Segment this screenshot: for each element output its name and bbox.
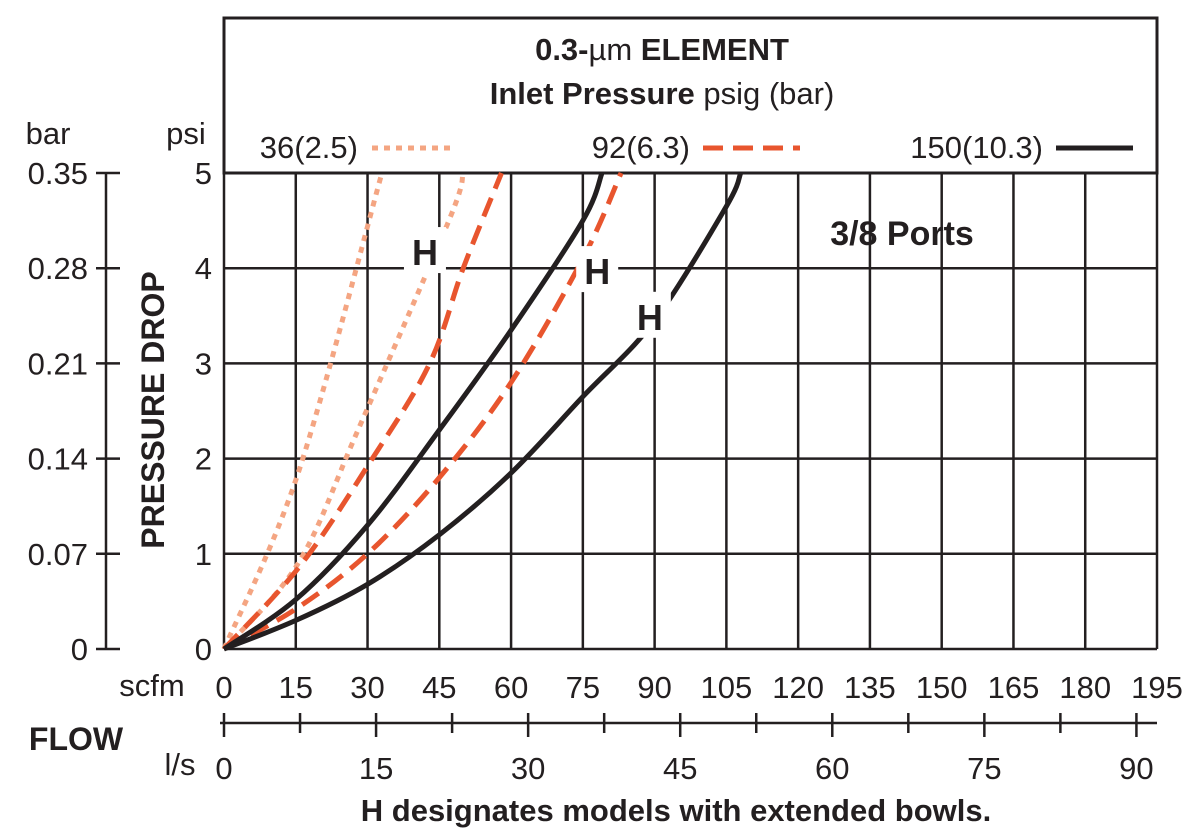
legend-label: 92(6.3) bbox=[592, 130, 690, 165]
series-line-92-6-3--H bbox=[222, 171, 624, 652]
psi-tick-label: 2 bbox=[195, 442, 212, 477]
ls-tick-label: 30 bbox=[511, 751, 545, 786]
h-marker-bg bbox=[576, 246, 619, 293]
scfm-tick-label: 15 bbox=[279, 670, 313, 705]
title-suffix: ELEMENT bbox=[632, 32, 789, 67]
series-line-150-10-3--H bbox=[223, 172, 744, 652]
scfm-tick-label: 135 bbox=[844, 670, 896, 705]
ls-tick-label: 0 bbox=[215, 751, 232, 786]
scfm-tick-label: 165 bbox=[988, 670, 1040, 705]
bar-tick-label: 0.21 bbox=[28, 346, 88, 381]
h-marker-label: H bbox=[412, 232, 438, 273]
h-marker-label: H bbox=[584, 251, 610, 292]
x-unit-scfm: scfm bbox=[119, 668, 184, 703]
series-line-36-2-5--standard bbox=[221, 172, 385, 650]
psi-tick-label: 1 bbox=[195, 537, 212, 572]
series-line-150-10-3--standard bbox=[222, 172, 605, 652]
ls-tick-label: 75 bbox=[967, 751, 1001, 786]
legend-label: 150(10.3) bbox=[910, 130, 1043, 165]
bar-tick-label: 0.07 bbox=[28, 537, 88, 572]
series-group bbox=[221, 171, 744, 652]
ls-tick-label: 15 bbox=[359, 751, 393, 786]
psi-tick-label: 5 bbox=[195, 156, 212, 191]
scfm-tick-label: 150 bbox=[916, 670, 968, 705]
ls-tick-label: 60 bbox=[815, 751, 849, 786]
footnote: H designates models with extended bowls. bbox=[361, 793, 991, 828]
axes: 0 00.07 10.14 20.21 30.28 40.35 50 15 30 45 60 75 90… bbox=[28, 156, 1183, 786]
psi-tick-label: 4 bbox=[195, 251, 212, 286]
h-marker-bg bbox=[628, 291, 671, 338]
ls-tick-label: 90 bbox=[1119, 751, 1153, 786]
bar-tick-label: 0.14 bbox=[28, 442, 88, 477]
svg-text:0.3-µm ELEMENT: 0.3-µm ELEMENT bbox=[535, 32, 789, 67]
legend-label: 36(2.5) bbox=[260, 130, 358, 165]
scfm-tick-label: 180 bbox=[1059, 670, 1111, 705]
title-unit: µm bbox=[589, 32, 633, 67]
scfm-tick-label: 60 bbox=[494, 670, 528, 705]
subtitle-bold: Inlet Pressure bbox=[490, 76, 695, 111]
series-line-92-6-3--standard bbox=[222, 172, 504, 651]
scfm-tick-label: 45 bbox=[422, 670, 456, 705]
scfm-tick-label: 0 bbox=[215, 670, 232, 705]
h-marker-bg bbox=[403, 227, 446, 274]
h-marker-label: H bbox=[637, 297, 663, 338]
scfm-tick-label: 90 bbox=[637, 670, 671, 705]
x-unit-ls: l/s bbox=[165, 747, 196, 782]
scfm-tick-label: 195 bbox=[1131, 670, 1183, 705]
legend: 36(2.5) 92(6.3) 150(10.3) bbox=[260, 130, 1133, 165]
chart-title: 0.3-µm ELEMENT Inlet Pressure psig (bar) bbox=[490, 32, 835, 111]
bar-tick-label: 0 bbox=[71, 632, 88, 667]
y-unit-bar: bar bbox=[26, 116, 71, 151]
scfm-tick-label: 30 bbox=[350, 670, 384, 705]
y-axis-label: PRESSURE DROP bbox=[135, 271, 171, 548]
psi-tick-label: 0 bbox=[195, 632, 212, 667]
ports-annotation: 3/8 Ports bbox=[830, 215, 974, 253]
subtitle-rest: psig (bar) bbox=[695, 76, 835, 111]
scfm-tick-label: 120 bbox=[772, 670, 824, 705]
bar-tick-label: 0.35 bbox=[28, 156, 88, 191]
h-markers: H HH bbox=[403, 227, 671, 338]
scfm-tick-label: 75 bbox=[566, 670, 600, 705]
y-unit-psi: psi bbox=[166, 116, 206, 151]
svg-text:Inlet Pressure psig (bar): Inlet Pressure psig (bar) bbox=[490, 76, 835, 111]
ls-tick-label: 45 bbox=[663, 751, 697, 786]
psi-tick-label: 3 bbox=[195, 346, 212, 381]
bar-tick-label: 0.28 bbox=[28, 251, 88, 286]
grid bbox=[222, 171, 1159, 651]
title-prefix: 0.3- bbox=[535, 32, 588, 67]
scfm-tick-label: 105 bbox=[701, 670, 753, 705]
x-axis-label: FLOW bbox=[29, 721, 124, 757]
